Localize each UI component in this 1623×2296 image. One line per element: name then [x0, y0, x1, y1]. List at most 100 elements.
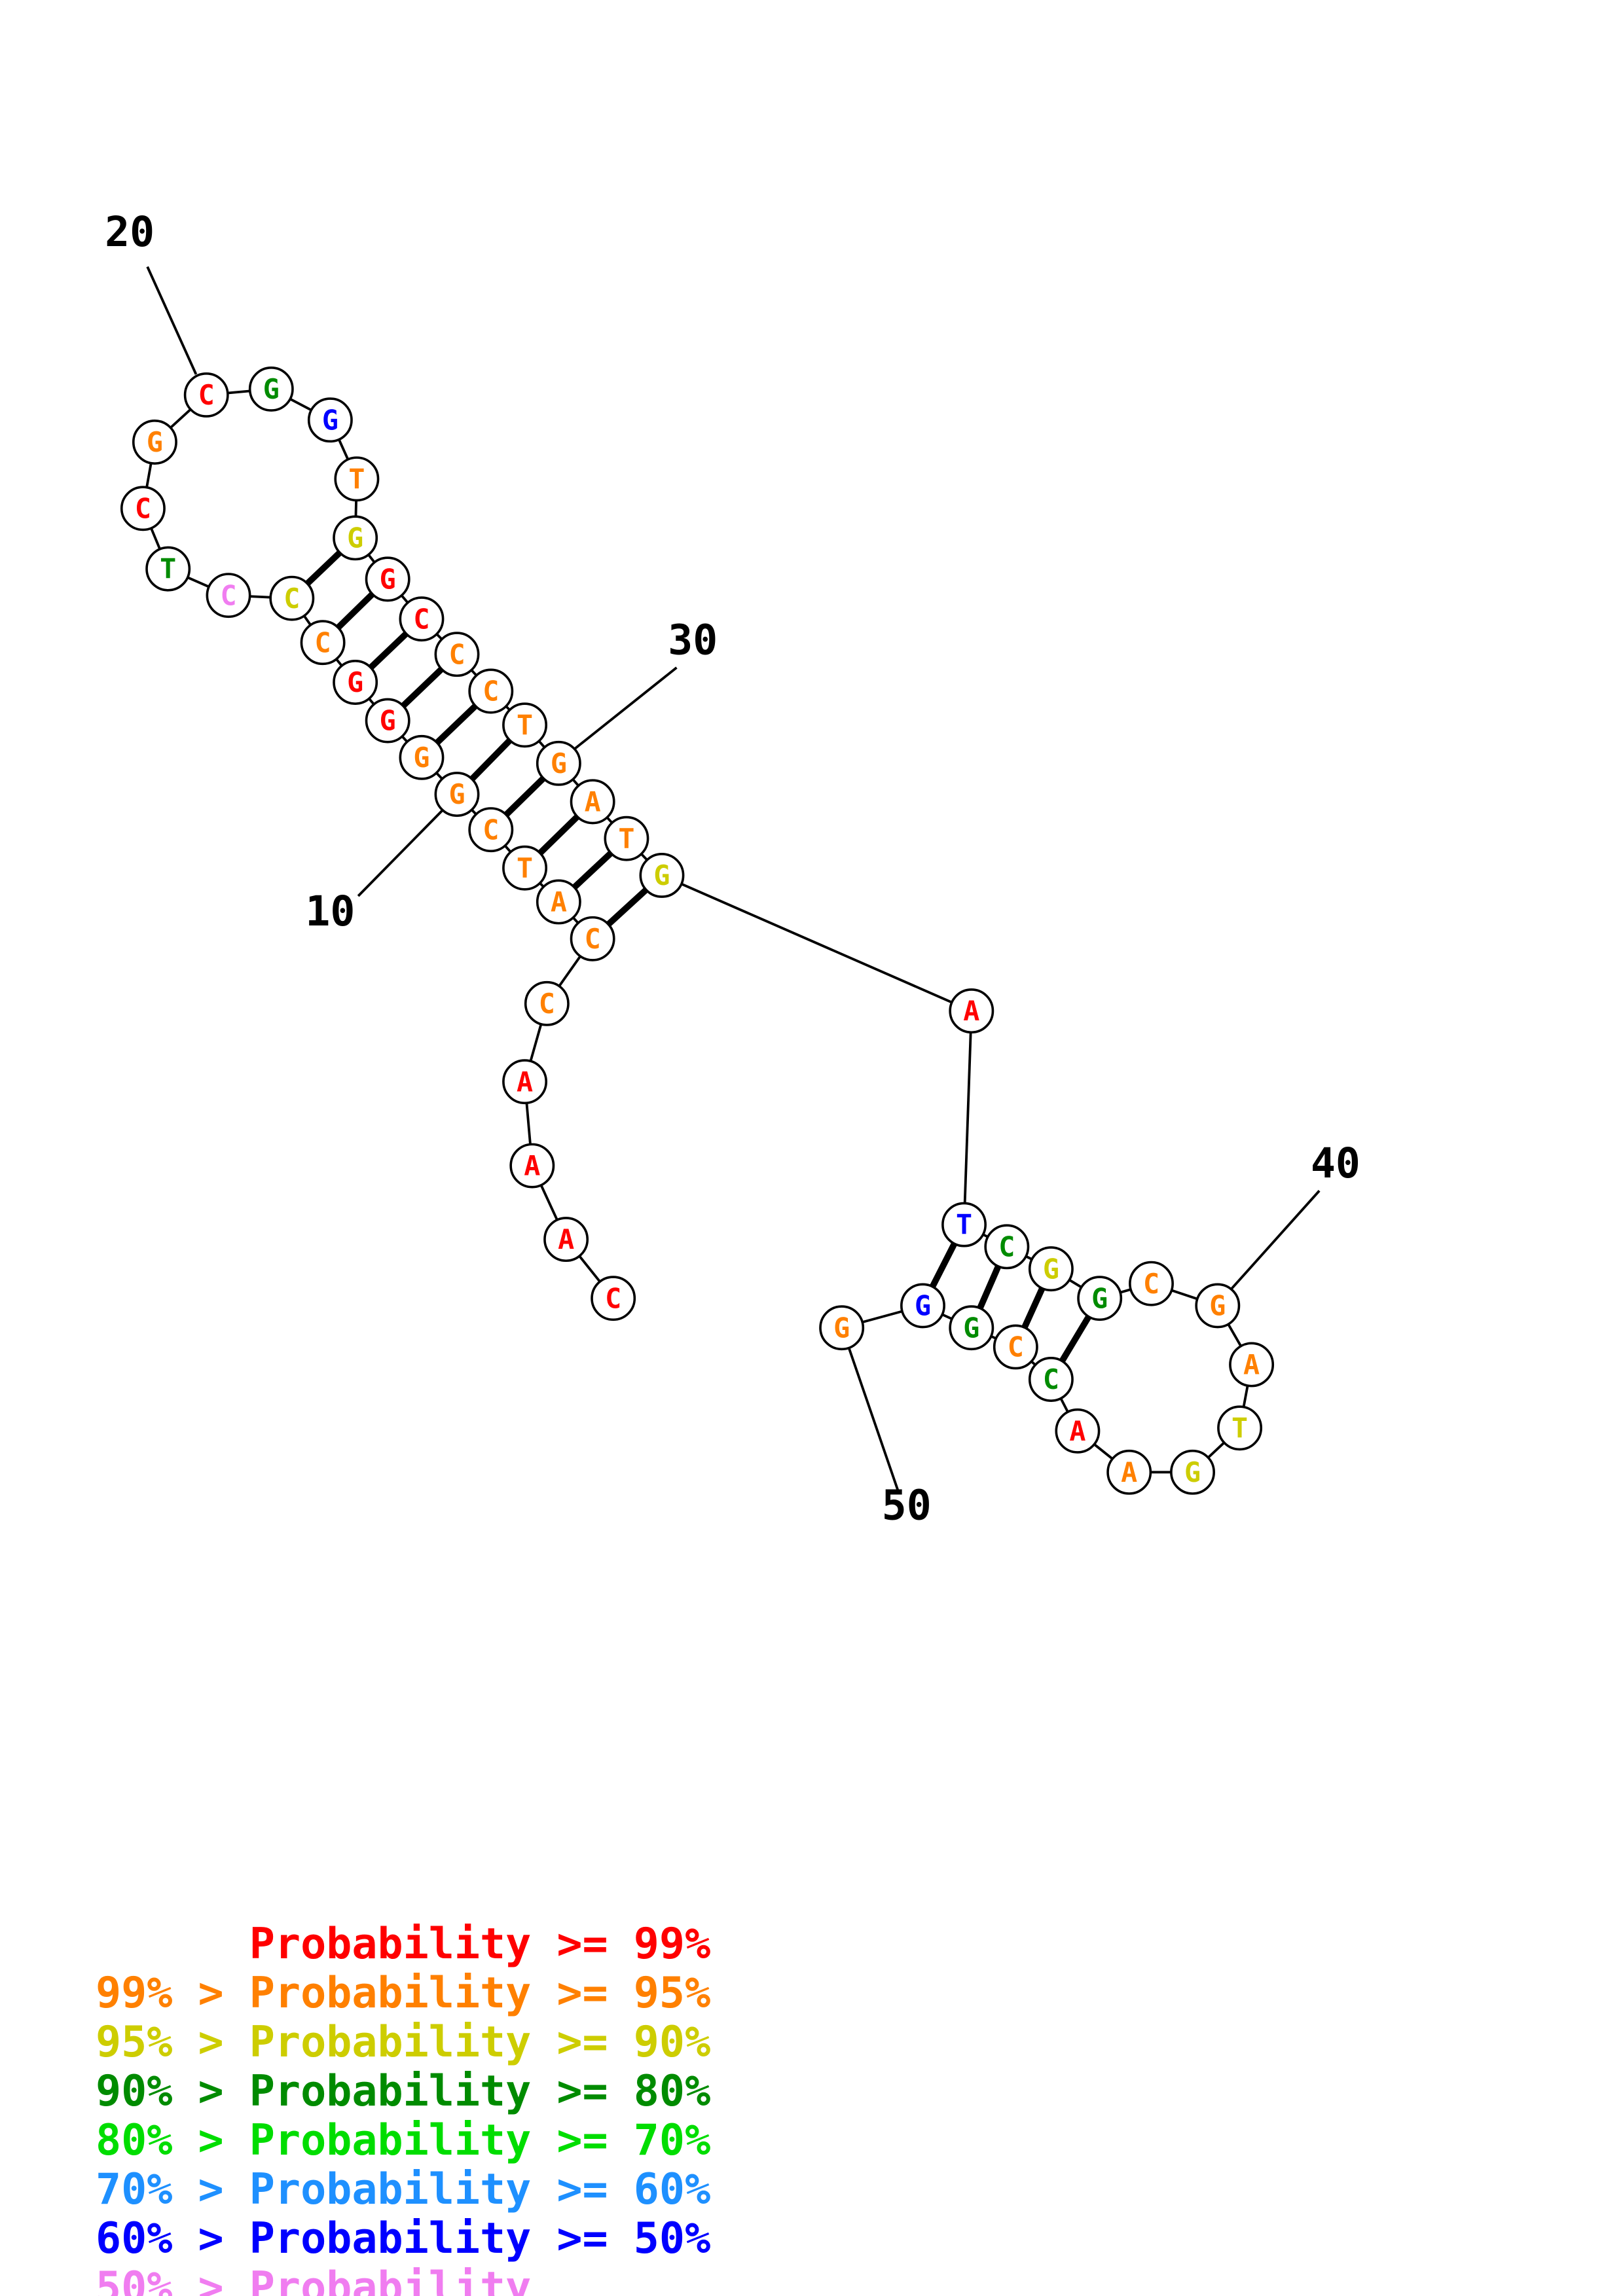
- legend-row-5: 80% > Probability >= 70%: [96, 2116, 711, 2165]
- nucleotide-circle-21: [248, 366, 294, 412]
- position-label-40: 40: [1311, 1139, 1360, 1187]
- legend-row-7: 60% > Probability >= 50%: [96, 2214, 711, 2263]
- nucleotide-circle-37: [1028, 1246, 1074, 1292]
- nucleotide-circle-31: [570, 779, 615, 825]
- nucleotide-base-34: A: [963, 995, 979, 1027]
- nucleotide-base-20: C: [198, 379, 215, 411]
- nucleotide-circle-49: [900, 1283, 945, 1329]
- nucleotide-base-2: A: [558, 1223, 574, 1255]
- nucleotide-base-25: G: [380, 564, 396, 596]
- nucleotide-circle-4: [502, 1059, 548, 1105]
- nucleotide-circle-12: [365, 698, 410, 744]
- position-label-50: 50: [882, 1480, 932, 1529]
- nucleotide-base-39: C: [1143, 1268, 1159, 1300]
- nucleotide-base-16: C: [220, 579, 236, 611]
- nucleotide-circle-50: [819, 1305, 865, 1351]
- nucleotide-circle-47: [993, 1324, 1038, 1370]
- nucleotide-circle-40: [1195, 1283, 1241, 1329]
- nucleotide-circle-28: [468, 668, 514, 714]
- nucleotide-base-27: C: [448, 638, 465, 670]
- nucleotide-base-36: C: [998, 1230, 1015, 1263]
- legend-row-1: Probability >= 99%: [96, 1920, 711, 1969]
- nucleotide-base-38: G: [1091, 1282, 1108, 1314]
- legend-row-8: 50% > Probability: [96, 2263, 532, 2296]
- nucleotide-circle-32: [604, 816, 649, 861]
- legend-row-6: 70% > Probability >= 60%: [96, 2165, 711, 2214]
- nucleotide-base-48: G: [963, 1312, 979, 1344]
- nucleotide-circle-13: [333, 660, 378, 705]
- nucleotide-circle-38: [1077, 1276, 1123, 1321]
- nucleotide-circle-23: [334, 456, 380, 502]
- nucleotide-circle-30: [536, 740, 581, 786]
- nucleotide-base-1: C: [605, 1282, 621, 1314]
- nucleotide-circle-27: [434, 632, 480, 677]
- nucleotide-circle-6: [570, 916, 615, 961]
- nucleotide-base-5: C: [539, 988, 555, 1020]
- position-label-line: [357, 810, 443, 897]
- nucleotide-base-8: T: [517, 852, 533, 884]
- nucleotide-base-15: C: [283, 583, 300, 615]
- nucleotide-circle-19: [132, 420, 177, 465]
- nucleotide-base-21: G: [263, 373, 280, 405]
- nucleotide-circle-29: [502, 702, 548, 748]
- nucleotide-circle-24: [333, 515, 378, 561]
- nucleotide-circle-3: [509, 1143, 555, 1189]
- nucleotide-base-47: C: [1008, 1331, 1024, 1363]
- nucleotide-circle-11: [399, 734, 445, 780]
- position-label-20: 20: [105, 207, 155, 256]
- nucleotide-circle-25: [365, 556, 410, 602]
- nucleotide-base-46: C: [1043, 1363, 1059, 1395]
- position-label-line: [574, 666, 678, 750]
- position-label-line: [848, 1348, 900, 1490]
- position-label-30: 30: [668, 616, 718, 664]
- nucleotide-circle-36: [984, 1224, 1030, 1270]
- nucleotide-base-41: A: [1243, 1349, 1260, 1381]
- nucleotide-circle-45: [1055, 1408, 1101, 1454]
- nucleotide-circle-44: [1106, 1449, 1152, 1495]
- nucleotide-base-26: C: [413, 603, 429, 635]
- nucleotide-circle-10: [434, 772, 480, 817]
- nucleotide-base-44: A: [1121, 1456, 1137, 1488]
- backbone-segment: [661, 874, 972, 1013]
- nucleotide-base-10: G: [448, 778, 465, 810]
- nucleotide-circle-2: [543, 1217, 589, 1263]
- nucleotide-circle-26: [399, 596, 445, 642]
- nucleotide-circle-39: [1129, 1261, 1174, 1306]
- nucleotide-base-14: C: [315, 626, 331, 658]
- nucleotide-base-18: C: [135, 492, 151, 524]
- nucleotide-base-17: T: [160, 553, 176, 585]
- nucleotide-circle-15: [269, 575, 315, 621]
- nucleotide-base-9: C: [483, 814, 499, 846]
- nucleotide-circle-18: [120, 486, 166, 531]
- nucleotide-circle-20: [183, 372, 229, 418]
- nucleotide-base-35: T: [956, 1209, 972, 1241]
- nucleotide-circle-5: [524, 980, 570, 1026]
- nucleotide-base-13: G: [347, 666, 363, 698]
- nucleotide-circle-16: [206, 573, 251, 619]
- nucleotide-base-11: G: [413, 742, 429, 774]
- nucleotide-base-24: G: [347, 522, 363, 554]
- nucleotide-base-42: T: [1231, 1412, 1248, 1444]
- position-label-line: [146, 266, 198, 375]
- nucleotide-base-50: G: [833, 1312, 850, 1344]
- probability-legend: Probability >= 99% 99% > Probability >= 9…: [96, 1821, 710, 2296]
- legend-row-2: 99% > Probability >= 95%: [96, 1969, 711, 2018]
- nucleotide-circle-33: [639, 853, 685, 898]
- nucleotide-base-6: C: [585, 923, 601, 955]
- nucleotide-circle-42: [1217, 1405, 1263, 1451]
- legend-row-4: 90% > Probability >= 80%: [96, 2067, 711, 2116]
- nucleotide-circle-34: [949, 988, 994, 1034]
- nucleotide-base-19: G: [147, 426, 163, 458]
- nucleotide-base-45: A: [1069, 1415, 1085, 1447]
- nucleotide-circle-43: [1170, 1449, 1215, 1495]
- nucleotide-base-7: A: [551, 886, 567, 918]
- nucleotide-circle-41: [1229, 1342, 1275, 1388]
- nucleotide-base-49: G: [915, 1290, 931, 1322]
- nucleotide-circle-46: [1028, 1357, 1074, 1402]
- nucleotide-circle-7: [536, 879, 581, 925]
- nucleotide-circle-22: [307, 397, 353, 443]
- nucleotide-base-23: T: [348, 463, 365, 495]
- position-label-10: 10: [305, 887, 355, 935]
- nucleotide-base-28: C: [483, 675, 499, 708]
